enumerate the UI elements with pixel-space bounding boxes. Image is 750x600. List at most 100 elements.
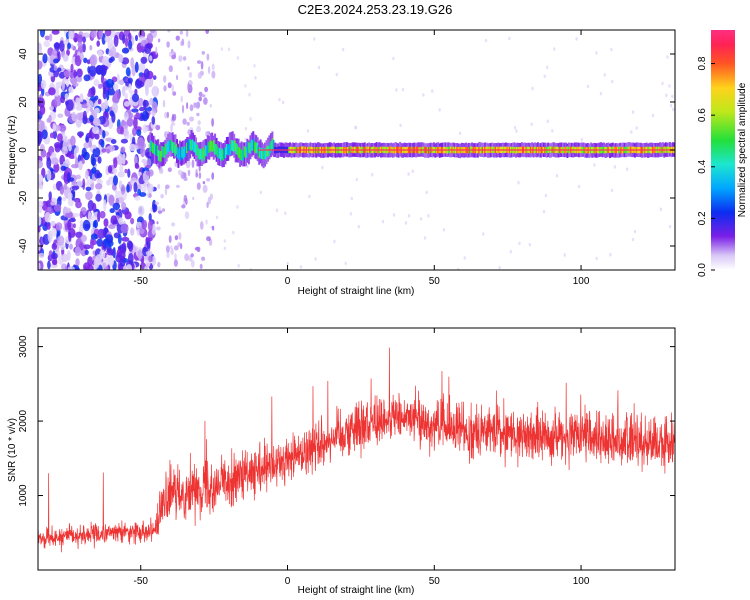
heatmap-cell [631, 237, 635, 242]
heatmap-cell [94, 95, 99, 101]
heatmap-cell [108, 224, 116, 230]
heatmap-cell [87, 211, 92, 222]
heatmap-cell [150, 140, 153, 152]
heatmap-cell [125, 67, 131, 77]
heatmap-cell [482, 232, 485, 236]
heatmap-cell [173, 259, 178, 267]
heatmap-cell [86, 59, 91, 65]
heatmap-cell [200, 60, 204, 70]
heatmap-cell [146, 183, 154, 194]
heatmap-cell [230, 140, 233, 151]
heatmap-cell [630, 130, 633, 134]
heatmap-cell [179, 243, 183, 250]
heatmap-cell [155, 46, 158, 55]
heatmap-cell [187, 169, 191, 176]
heatmap-cell [38, 215, 42, 227]
heatmap-cell [124, 36, 129, 48]
heatmap-cell [249, 117, 252, 121]
heatmap-cell [166, 41, 170, 48]
heatmap-cell [247, 141, 249, 153]
heatmap-cell [595, 256, 598, 261]
heatmap-cell [170, 139, 173, 151]
heatmap-cell [79, 93, 84, 103]
heatmap-cell [117, 92, 121, 100]
heatmap-cell [124, 168, 128, 174]
heatmap-cell [161, 208, 166, 212]
heatmap-cell [231, 140, 234, 151]
heatmap-cell [281, 100, 285, 105]
heatmap-cell [271, 138, 274, 149]
heatmap-cell [108, 256, 114, 267]
heatmap-cell [63, 207, 72, 214]
heatmap-cell [196, 112, 200, 117]
heatmap-cell [546, 119, 549, 124]
heatmap-cell [160, 151, 162, 162]
heatmap-cell [47, 260, 51, 270]
heatmap-cell [50, 201, 56, 206]
heatmap-cell [78, 132, 83, 139]
heatmap-cell [179, 30, 183, 35]
heatmap-cell [672, 107, 675, 112]
heatmap-cell [181, 38, 185, 46]
heatmap-cell [542, 209, 546, 214]
heatmap-cell [102, 262, 107, 269]
heatmap-cell [85, 182, 91, 186]
heatmap-cell [210, 140, 213, 152]
heatmap-cell [223, 246, 226, 251]
heatmap-cell [211, 63, 215, 71]
heatmap-cell [71, 185, 80, 190]
heatmap-cell [252, 138, 255, 150]
heatmap-cell [139, 192, 147, 197]
heatmap-cell [610, 188, 614, 193]
heatmap-cell [253, 64, 256, 68]
heatmap-cell [548, 146, 551, 153]
heatmap-cell [232, 141, 235, 152]
heatmap-cell [531, 86, 534, 91]
heatmap-cell [633, 229, 637, 234]
heatmap-cell [97, 210, 101, 222]
heatmap-cell [204, 86, 209, 93]
heatmap-cell [177, 149, 180, 160]
heatmap-cell [216, 146, 219, 157]
heatmap-cell [54, 94, 62, 107]
heatmap-cell [67, 42, 71, 50]
heatmap-cell [171, 50, 175, 55]
heatmap-cell [205, 219, 208, 225]
heatmap-cell [127, 252, 134, 265]
top-ytick-label: 0 [18, 147, 29, 153]
heatmap-cell [83, 142, 90, 149]
heatmap-cell [265, 146, 268, 158]
heatmap-cell [106, 248, 115, 256]
heatmap-cell [156, 145, 159, 156]
heatmap-cell [145, 84, 149, 97]
heatmap-cell [98, 83, 103, 89]
heatmap-cell [121, 86, 126, 97]
heatmap-cell [84, 249, 89, 256]
heatmap-cell [635, 126, 638, 130]
heatmap-cell [355, 177, 358, 182]
heatmap-cell [138, 45, 145, 51]
heatmap-cell [109, 110, 115, 117]
heatmap-cell [157, 210, 163, 214]
heatmap-cell [168, 235, 172, 244]
colorbar-gradient [711, 30, 735, 270]
heatmap-cell [188, 139, 190, 151]
heatmap-cell [191, 159, 195, 168]
heatmap-cell [392, 213, 396, 217]
top-ytick-label: 20 [18, 96, 29, 108]
heatmap-cell [85, 191, 93, 201]
heatmap-cell [48, 191, 52, 201]
heatmap-cell [202, 181, 206, 185]
heatmap-cell [113, 157, 118, 169]
top-xtick-label: 0 [285, 276, 291, 287]
heatmap-cell [108, 50, 114, 57]
heatmap-cell [171, 84, 174, 93]
heatmap-cell [118, 250, 126, 260]
heatmap-cell [67, 266, 75, 270]
heatmap-cell [240, 149, 242, 161]
heatmap-cell [169, 140, 172, 151]
heatmap-cell [661, 81, 664, 86]
heatmap-cell [126, 264, 132, 270]
heatmap-cell [113, 175, 118, 186]
heatmap-cell [176, 184, 180, 188]
